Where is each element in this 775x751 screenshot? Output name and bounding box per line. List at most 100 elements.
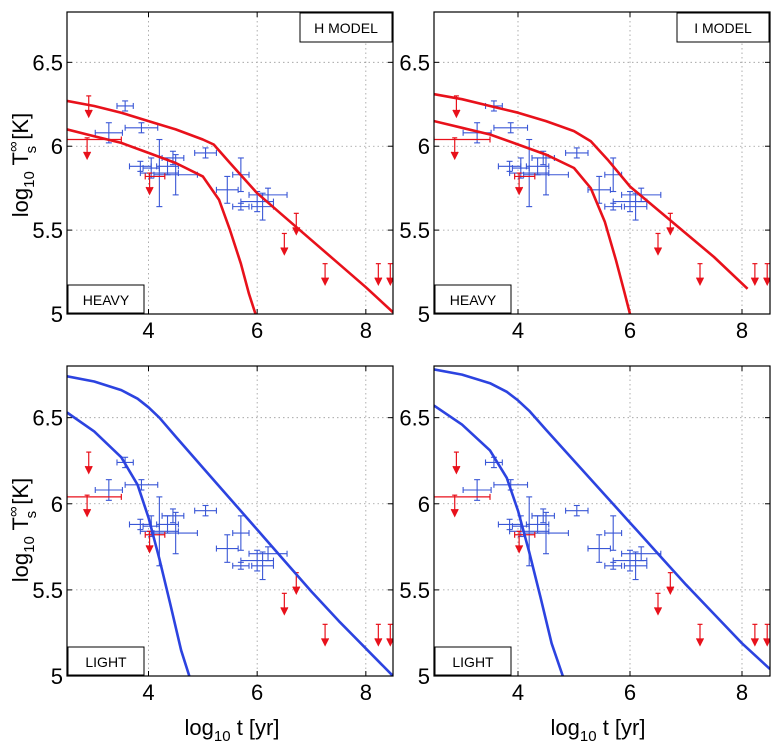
red-measurement	[144, 173, 166, 180]
y-tick-label: 5.5	[32, 218, 63, 243]
upper-limit-arrow	[695, 263, 705, 287]
upper-limit-arrow	[666, 212, 675, 236]
upper-limit-arrow	[145, 172, 154, 196]
plot-area	[67, 95, 393, 314]
x-tick-label: 6	[624, 318, 636, 343]
composition-label: LIGHT	[67, 646, 145, 676]
cooling-curve-slow-cooling	[67, 99, 393, 314]
plot-frame	[66, 365, 394, 677]
y-tick-label: 5	[418, 664, 430, 689]
svg-text:HEAVY: HEAVY	[83, 292, 130, 308]
x-tick-label: 8	[360, 680, 372, 705]
upper-limit-arrow	[292, 572, 301, 596]
plot-area	[67, 375, 393, 676]
observation-point	[161, 508, 185, 524]
observation-point	[124, 479, 159, 491]
observation-point	[525, 515, 550, 534]
upper-limit-arrow	[450, 137, 459, 161]
observation-point	[531, 508, 555, 524]
composition-label: HEAVY	[434, 284, 512, 314]
red-measurement	[144, 531, 166, 538]
observation-point	[462, 479, 492, 501]
red-measurement	[434, 493, 491, 500]
upper-limit-arrow	[386, 623, 393, 647]
svg-text:LIGHT: LIGHT	[452, 654, 494, 670]
upper-limit-arrow	[321, 623, 330, 647]
panel-bottom-right: 4 6 8 5 5.5 6 6.5 LIGHT	[399, 365, 771, 705]
cooling-curve-slow-cooling	[67, 375, 393, 676]
observation-point	[232, 515, 250, 551]
plot-frame	[433, 365, 771, 677]
model-label: H MODEL	[299, 12, 393, 43]
cooling-curve-fast-cooling	[67, 411, 191, 676]
observation-point	[525, 157, 550, 176]
red-measurement	[434, 136, 491, 143]
x-tick-label: 4	[512, 318, 524, 343]
observation-point	[248, 546, 288, 562]
plot-frame	[66, 11, 394, 315]
x-tick-label: 8	[360, 318, 372, 343]
cooling-curve-slow-cooling	[434, 368, 770, 671]
composition-label: HEAVY	[67, 284, 145, 314]
panel-top-right: 4 6 8 5 5.5 6 6.5 I MODEL HEAVY	[399, 11, 771, 343]
svg-text:LIGHT: LIGHT	[85, 654, 127, 670]
observation-point	[194, 147, 217, 159]
y-tick-label: 6.5	[399, 406, 430, 431]
y-tick-label: 6.5	[32, 50, 63, 75]
observation-point	[128, 160, 152, 172]
observation-point	[565, 504, 589, 517]
svg-text:H MODEL: H MODEL	[314, 20, 378, 36]
y-tick-label: 6.5	[32, 406, 63, 431]
svg-text:log10 T∞s [K]: log10 T∞s [K]	[5, 113, 40, 217]
observation-point	[587, 534, 611, 563]
upper-limit-arrow	[695, 623, 705, 647]
y-tick-label: 5.5	[399, 218, 430, 243]
upper-limit-arrow	[452, 451, 461, 475]
observation-point	[251, 551, 275, 581]
plot-frame	[433, 11, 771, 315]
y-tick-label: 6	[51, 134, 63, 159]
x-tick-label: 4	[512, 680, 524, 705]
model-label: I MODEL	[676, 12, 770, 43]
upper-limit-arrow	[374, 263, 383, 287]
upper-limit-arrow	[653, 592, 663, 616]
y-tick-label: 6	[51, 492, 63, 517]
panel-bottom-left: 4 6 8 5 5.5 6 6.5 LIGHT	[32, 365, 394, 705]
observation-point	[493, 479, 529, 491]
observation-point	[116, 100, 134, 112]
y-tick-label: 6	[418, 134, 430, 159]
plot-area	[434, 368, 770, 676]
upper-limit-arrow	[653, 232, 663, 256]
x-tick-label: 4	[142, 680, 154, 705]
upper-limit-arrow	[450, 494, 459, 518]
x-tick-label: 6	[251, 680, 263, 705]
observation-point	[139, 138, 179, 208]
x-tick-label: 6	[251, 318, 263, 343]
cooling-curve-fast-cooling	[434, 404, 565, 676]
observation-point	[623, 551, 648, 581]
red-measurement	[67, 493, 122, 500]
svg-text:log10 T∞s [K]: log10 T∞s [K]	[5, 478, 40, 582]
y-tick-label: 5	[418, 302, 430, 327]
ylabel-top: log10 T∞s [K]	[5, 113, 40, 217]
cooling-curve-slow-cooling	[434, 92, 749, 290]
y-tick-label: 5.5	[399, 578, 430, 603]
observation-point	[621, 546, 662, 562]
y-tick-label: 5.5	[32, 578, 63, 603]
y-tick-label: 6	[418, 492, 430, 517]
upper-limit-arrow	[374, 623, 383, 647]
observation-point	[124, 122, 159, 134]
cooling-curve-fast-cooling	[434, 119, 632, 314]
y-tick-label: 5	[51, 302, 63, 327]
x-tick-label: 8	[736, 318, 748, 343]
observation-point	[194, 504, 217, 517]
ylabel-bottom: log10 T∞s [K]	[5, 478, 40, 582]
cooling-curve-fast-cooling	[67, 128, 257, 314]
xlabel-left: log10 t [yr]	[185, 715, 280, 745]
xlabel-right: log10 t [yr]	[551, 715, 646, 745]
panel-top-left: 4 6 8 5 5.5 6 6.5 H MODEL HEAVY	[32, 11, 394, 343]
observation-point	[215, 534, 239, 563]
x-tick-label: 4	[142, 318, 154, 343]
observation-point	[497, 160, 522, 172]
